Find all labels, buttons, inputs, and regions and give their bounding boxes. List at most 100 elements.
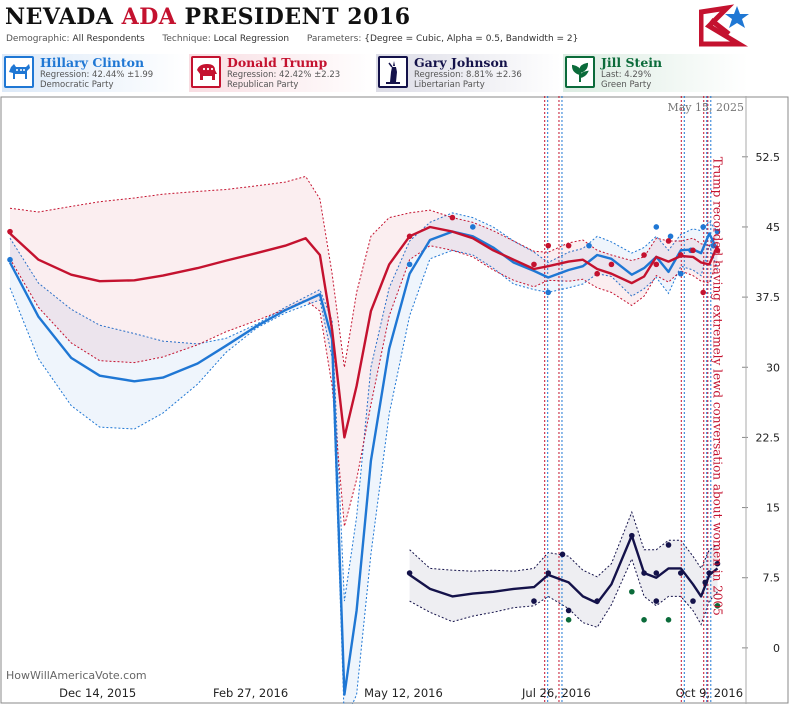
gary-johnson-poll-point [629,532,635,539]
donald-trump-regression-line [9,225,719,439]
candidate-party: Republican Party [227,80,299,90]
gary-johnson-confidence-band [409,512,718,628]
candidate-card-stein[interactable]: Jill Stein Last: 4.29% Green Party [563,54,748,92]
parameters-label: Parameters: [306,34,362,44]
y-tick-label: 0 [773,642,780,655]
gary-johnson-poll-point [545,570,552,576]
hillary-clinton-poll-point [700,224,706,230]
title-race: PRESIDENT 2016 [184,4,411,30]
event-annotation: Trump recorded having extremely lewd con… [710,157,724,616]
hillary-clinton-confidence-band [10,212,718,704]
jill-stein-poll-point [714,602,721,609]
candidate-party: Democratic Party [40,80,114,90]
candidate-legend: Hillary Clinton Regression: 42.44% ±1.99… [0,54,789,94]
donald-trump-poll-point [690,247,696,254]
jill-stein-poll-point [665,617,672,623]
donald-trump-poll-point [677,252,684,258]
jill-stein-poll-point [565,617,572,623]
hillary-clinton-upper-bound [9,212,718,602]
jill-stein-poll-point [629,588,635,595]
parameters-value: {Degree = Cubic, Alpha = 0.5, Bandwidth … [364,34,579,44]
parameters-line: Demographic: All Respondents Technique: … [6,34,578,44]
y-tick-label: 45 [766,221,780,234]
gary-johnson-poll-point [594,598,600,604]
x-tick-label: Oct 9, 2016 [676,686,743,700]
donald-trump-poll-point [665,238,672,244]
candidate-party: Libertarian Party [414,80,485,90]
donald-trump-poll-point [594,270,600,277]
date-label: May 15, 2025 [667,101,744,114]
y-tick-label: 15 [766,502,780,515]
donald-trump-poll-point [700,289,706,296]
candidate-stat: Regression: 8.81% ±2.36 [414,70,522,80]
x-tick-label: Jul 26, 2016 [521,686,591,700]
hillary-clinton-poll-point [586,242,592,249]
x-tick-label: May 12, 2016 [364,686,443,700]
gary-johnson-poll-point [641,570,647,576]
polling-chart: 0 7.5 15 22.5 30 37.5 45 52.5 Dec 14, 2015 Feb 27… [0,96,789,704]
gary-johnson-poll-point [559,551,566,558]
y-tick-label: 22.5 [756,431,781,444]
candidate-stat: Regression: 42.42% ±2.23 [227,70,341,80]
gary-johnson-poll-point [665,542,672,548]
candidate-card-johnson[interactable]: Gary Johnson Regression: 8.81% ±2.36 Lib… [376,54,561,92]
chart-canvas: 0 7.5 15 22.5 30 37.5 45 52.5 Dec 14, 2015 Feb 27… [0,96,789,704]
gary-johnson-poll-point [653,598,660,604]
y-tick-label: 7.5 [763,572,781,585]
technique-value: Local Regression [213,34,290,44]
hillary-clinton-poll-point [710,242,717,249]
watermark: HowWillAmericaVote.com [6,669,147,682]
hillary-clinton-poll-point [667,233,674,240]
y-tick-label: 37.5 [756,291,781,304]
candidate-card-trump[interactable]: Donald Trump Regression: 42.42% ±2.23 Re… [189,54,374,92]
x-tick-label: Dec 14, 2015 [59,686,136,700]
donald-trump-poll-point [653,261,660,268]
gary-johnson-poll-point [706,570,713,576]
jill-stein-poll-point [641,617,647,623]
hillary-clinton-poll-point [714,228,721,235]
elephant-icon [191,56,221,88]
page-title: NEVADA ADA PRESIDENT 2016 [5,4,411,30]
donald-trump-poll-point [531,261,537,268]
y-tick-label: 30 [766,361,780,374]
leaf-icon [565,56,595,88]
gary-johnson-poll-point [406,570,413,576]
donald-trump-poll-point [608,261,615,268]
hillary-clinton-poll-point [7,256,13,263]
donald-trump-poll-point [449,214,456,221]
donald-trump-poll-point [406,233,413,240]
header: NEVADA ADA PRESIDENT 2016 Demographic: A… [0,0,789,50]
hillary-clinton-poll-point [406,261,413,268]
candidate-stat: Regression: 42.44% ±1.99 [40,70,154,80]
hillary-clinton-poll-point [677,270,684,277]
candidate-name: Donald Trump [227,55,328,70]
gary-johnson-poll-point [690,598,696,604]
gary-johnson-poll-point [714,560,721,567]
x-tick-label: Feb 27, 2016 [213,686,288,700]
candidate-stat: Last: 4.29% [601,70,652,80]
hillary-clinton-poll-point [653,224,660,230]
gary-johnson-poll-point [653,570,660,576]
hillary-clinton-poll-point [470,224,476,230]
donald-trump-lower-bound [9,245,718,527]
candidate-card-clinton[interactable]: Hillary Clinton Regression: 42.44% ±1.99… [2,54,187,92]
donald-trump-poll-point [714,247,721,254]
y-tick-label: 52.5 [756,151,781,164]
donald-trump-poll-point [565,242,572,249]
hillary-clinton-lower-bound [9,244,718,704]
donald-trump-upper-bound [9,175,718,368]
candidate-name: Hillary Clinton [40,55,145,70]
candidate-name: Gary Johnson [414,55,508,70]
gary-johnson-poll-point [531,598,537,604]
donald-trump-poll-point [641,252,647,258]
title-ada: ADA [121,4,177,30]
candidate-party: Green Party [601,80,652,90]
donald-trump-poll-point [545,242,552,249]
gary-johnson-poll-point [565,607,572,614]
demographic-label: Demographic: [6,34,70,44]
donald-trump-poll-point [7,228,13,235]
title-state: NEVADA [5,4,114,30]
site-logo-icon[interactable] [699,4,751,48]
statue-of-liberty-icon [378,56,408,88]
candidate-name: Jill Stein [601,55,663,70]
